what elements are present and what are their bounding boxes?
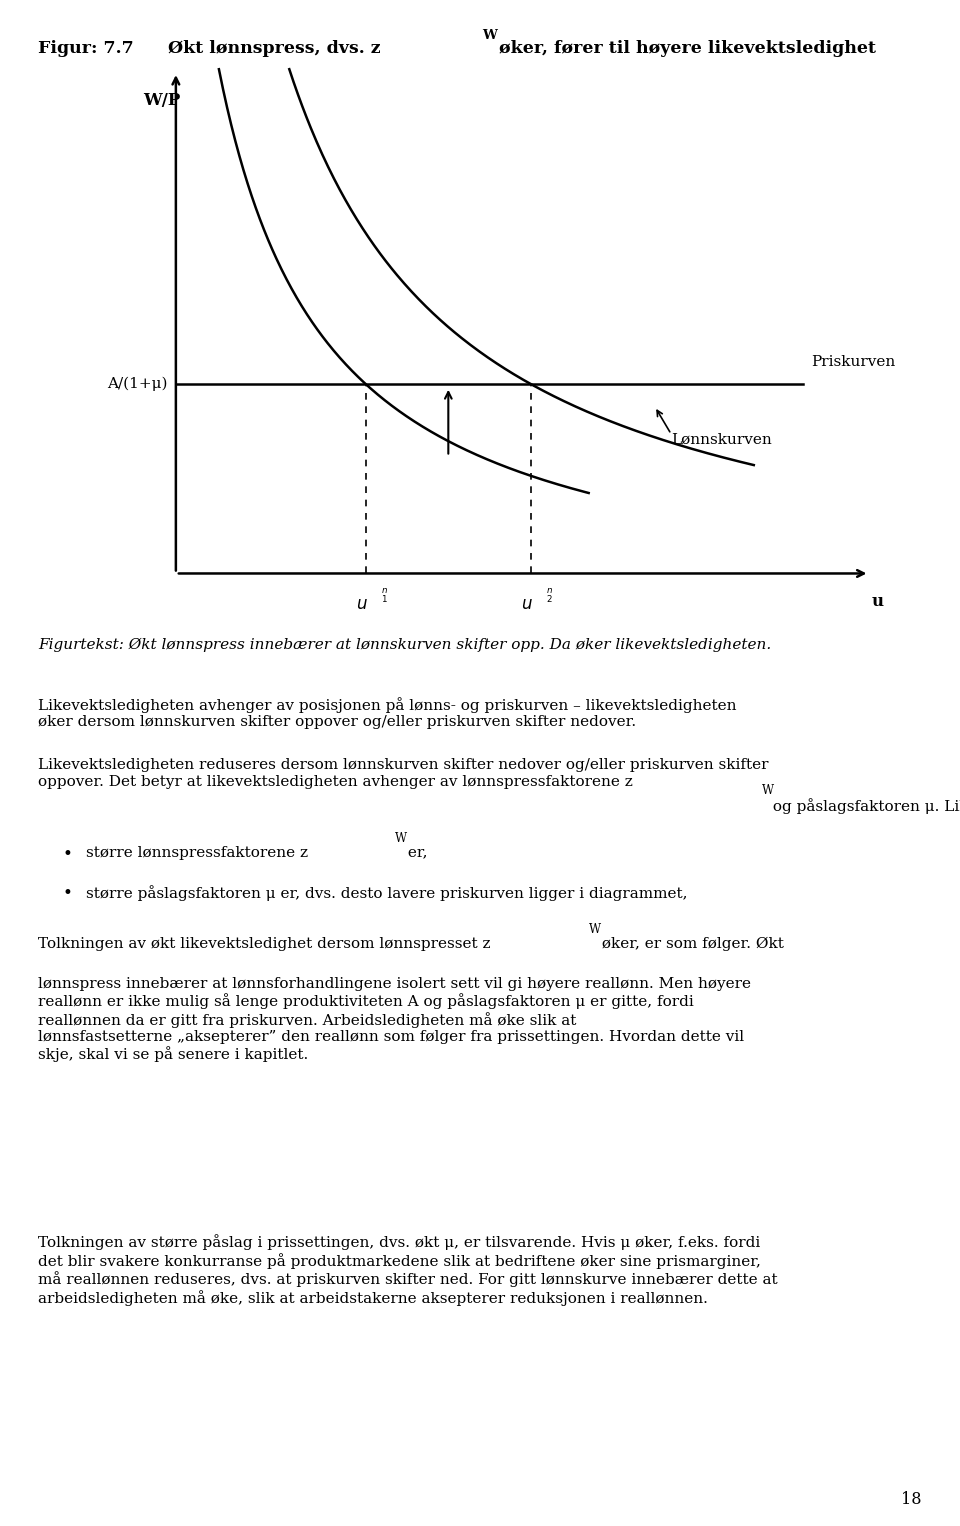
Text: u: u xyxy=(872,592,884,610)
Text: W/P: W/P xyxy=(143,92,180,108)
Text: er,: er, xyxy=(403,845,428,859)
Text: W: W xyxy=(588,923,601,937)
Text: $^n_2$: $^n_2$ xyxy=(545,588,553,604)
Text: Lønnskurven: Lønnskurven xyxy=(671,433,772,447)
Text: Figurtekst: Økt lønnspress innebærer at lønnskurven skifter opp. Da øker likevek: Figurtekst: Økt lønnspress innebærer at … xyxy=(38,638,772,652)
Text: Likevektsledigheten avhenger av posisjonen på lønns- og priskurven – likevektsle: Likevektsledigheten avhenger av posisjon… xyxy=(38,697,737,729)
Text: 18: 18 xyxy=(901,1491,922,1508)
Text: øker, fører til høyere likevektsledighet: øker, fører til høyere likevektsledighet xyxy=(493,40,876,56)
Text: lønnspress innebærer at lønnsforhandlingene isolert sett vil gi høyere reallønn.: lønnspress innebærer at lønnsforhandling… xyxy=(38,977,752,1062)
Text: $u$: $u$ xyxy=(356,595,368,613)
Text: og påslagsfaktoren μ. Likevektsledigheten er høyere, desto: og påslagsfaktoren μ. Likevektsledighete… xyxy=(768,798,960,813)
Text: W: W xyxy=(482,29,496,43)
Text: •: • xyxy=(62,845,72,862)
Text: Figur: 7.7: Figur: 7.7 xyxy=(38,40,134,56)
Text: $^n_1$: $^n_1$ xyxy=(380,588,388,604)
Text: Tolkningen av økt likevektsledighet dersom lønnspresset z: Tolkningen av økt likevektsledighet ders… xyxy=(38,937,491,951)
Text: øker, er som følger. Økt: øker, er som følger. Økt xyxy=(597,937,784,951)
Text: Likevektsledigheten reduseres dersom lønnskurven skifter nedover og/eller prisku: Likevektsledigheten reduseres dersom løn… xyxy=(38,758,769,789)
Text: $u$: $u$ xyxy=(521,595,533,613)
Text: A/(1+μ): A/(1+μ) xyxy=(108,377,168,391)
Text: større lønnspressfaktorene z: større lønnspressfaktorene z xyxy=(86,845,308,859)
Text: større påslagsfaktoren μ er, dvs. desto lavere priskurven ligger i diagrammet,: større påslagsfaktoren μ er, dvs. desto … xyxy=(86,885,688,902)
Text: Priskurven: Priskurven xyxy=(811,356,896,369)
Text: Tolkningen av større påslag i prissettingen, dvs. økt μ, er tilsvarende. Hvis μ : Tolkningen av større påslag i prissettin… xyxy=(38,1235,778,1306)
Text: •: • xyxy=(62,885,72,902)
Text: W: W xyxy=(395,832,407,845)
Text: Økt lønnspress, dvs. z: Økt lønnspress, dvs. z xyxy=(168,40,380,56)
Text: W: W xyxy=(762,784,775,798)
